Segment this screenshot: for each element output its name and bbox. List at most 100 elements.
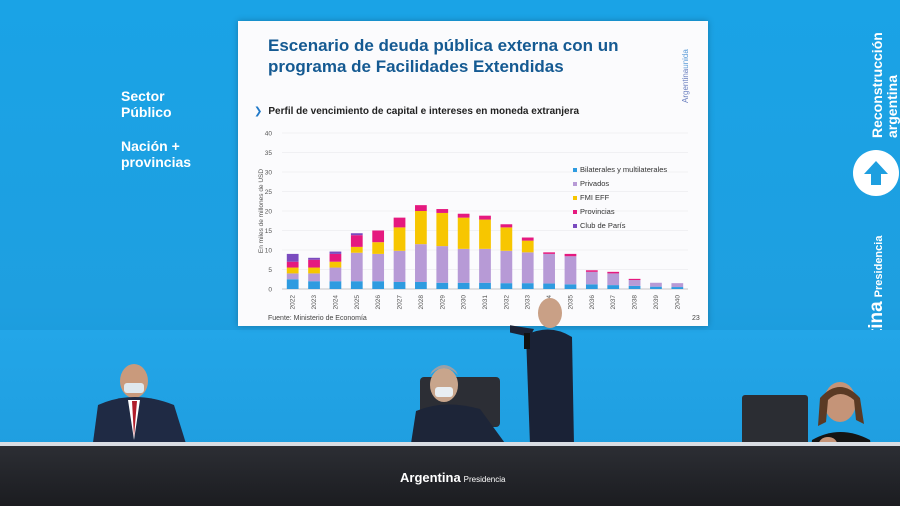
y-tick-label-7: 35 <box>265 150 273 157</box>
bar-2029-3 <box>436 209 449 213</box>
bar-2031-1 <box>479 248 491 283</box>
slide-page-number: 23 <box>692 315 700 322</box>
bar-2033-0 <box>521 283 534 289</box>
legend-swatch-3 <box>573 210 577 214</box>
x-tick-label-2025: 2025 <box>354 295 361 310</box>
x-tick-label-2024: 2024 <box>332 295 339 310</box>
bar-2033-3 <box>521 237 534 241</box>
bar-2022-0 <box>286 279 299 289</box>
bar-2035-0 <box>564 284 577 289</box>
bar-2030-1 <box>457 248 470 283</box>
table-brand-name: Argentina <box>400 470 461 485</box>
bar-2035-1 <box>564 256 577 285</box>
side-label-nacion-line2: provincias <box>121 154 192 170</box>
monitor-stand <box>742 395 808 445</box>
bar-2023-3 <box>308 259 320 268</box>
bar-2037-0 <box>607 285 620 289</box>
bar-2025-1 <box>350 252 363 282</box>
bar-2027-2 <box>393 227 406 251</box>
x-tick-label-2035: 2035 <box>567 295 574 310</box>
x-tick-label-2037: 2037 <box>610 295 617 310</box>
bar-2028-1 <box>415 244 427 282</box>
bar-2029-1 <box>436 246 449 283</box>
bar-2027-3 <box>393 217 406 228</box>
legend-label-3: Provincias <box>580 207 615 216</box>
bar-2036-3 <box>585 270 598 272</box>
conference-table <box>0 446 900 506</box>
x-tick-label-2022: 2022 <box>290 295 297 310</box>
presentation-slide: Escenario de deuda pública externa con u… <box>238 21 708 326</box>
bar-2025-4 <box>350 233 363 236</box>
side-label-nacion-line1: Nación + <box>121 138 180 154</box>
up-arrow-icon <box>853 150 899 196</box>
bar-2022-2 <box>286 267 299 274</box>
person-presenter <box>510 298 574 445</box>
slide-title: Escenario de deuda pública externa con u… <box>268 36 619 76</box>
bar-2022-3 <box>286 261 299 268</box>
legend-swatch-2 <box>573 196 577 200</box>
y-axis-label: En miles de millones de USD <box>258 169 265 253</box>
bar-2023-4 <box>308 257 320 260</box>
bar-2034-0 <box>543 283 555 289</box>
y-tick-label-2: 10 <box>265 248 273 255</box>
x-tick-label-2036: 2036 <box>589 295 596 310</box>
legend-swatch-4 <box>573 224 577 228</box>
side-label-sector-line2: Público <box>121 104 172 120</box>
bar-2024-3 <box>329 253 342 262</box>
bar-2025-2 <box>350 246 363 253</box>
person-center <box>410 365 510 450</box>
bar-2026-2 <box>372 242 385 254</box>
y-tick-label-8: 40 <box>265 131 273 138</box>
bar-2040-0 <box>671 287 684 289</box>
debt-chart: En miles de millones de USD0510152025303… <box>258 131 688 310</box>
x-tick-label-2039: 2039 <box>653 295 660 310</box>
y-tick-label-4: 20 <box>265 209 273 216</box>
bar-2022-4 <box>286 253 299 262</box>
bar-2031-0 <box>479 282 491 289</box>
bar-2024-0 <box>329 281 342 289</box>
bar-2038-0 <box>628 285 641 289</box>
bar-2033-2 <box>521 240 534 253</box>
chevron-right-icon: ❯ <box>254 106 263 117</box>
bar-2023-0 <box>308 281 320 289</box>
bar-2024-1 <box>329 267 342 282</box>
bar-2025-3 <box>350 235 363 247</box>
bar-2030-2 <box>457 217 470 249</box>
bar-2026-3 <box>372 230 385 243</box>
bar-2024-4 <box>329 251 342 254</box>
bar-2037-3 <box>607 271 620 274</box>
side-label-sector: Sector Público <box>121 88 172 120</box>
table-top <box>0 442 900 448</box>
x-tick-label-2027: 2027 <box>397 295 404 310</box>
bar-2028-3 <box>415 205 427 211</box>
table-brand-sub: Presidencia <box>463 475 506 484</box>
bar-2030-3 <box>457 213 470 218</box>
bar-2023-2 <box>308 267 320 274</box>
bar-2027-0 <box>393 281 406 289</box>
bar-2034-3 <box>543 252 555 254</box>
bar-2040-1 <box>671 283 684 288</box>
bar-2027-1 <box>393 250 406 282</box>
person-left <box>92 364 188 450</box>
bar-2038-3 <box>628 278 641 281</box>
x-tick-label-2029: 2029 <box>439 295 446 310</box>
y-tick-label-5: 25 <box>265 189 273 196</box>
x-tick-label-2026: 2026 <box>375 295 382 310</box>
side-label-sector-line1: Sector <box>121 88 165 104</box>
x-tick-label-2033: 2033 <box>525 295 532 310</box>
y-tick-label-0: 0 <box>268 287 272 294</box>
bar-2038-1 <box>628 280 641 286</box>
x-tick-label-2030: 2030 <box>461 295 468 310</box>
bar-2032-0 <box>500 283 513 289</box>
x-tick-label-2023: 2023 <box>311 295 318 310</box>
reconstruccion-label: Reconstrucción argentina <box>869 32 900 138</box>
bar-2031-3 <box>479 215 491 220</box>
bar-2032-3 <box>500 224 513 228</box>
side-label-nacion: Nación + provincias <box>121 138 191 170</box>
presidencia-word: Presidencia <box>873 235 885 298</box>
bar-2035-3 <box>564 253 577 257</box>
bar-2023-1 <box>308 273 320 282</box>
x-tick-label-2040: 2040 <box>674 295 681 310</box>
bar-2028-2 <box>415 211 427 245</box>
bar-2036-1 <box>585 271 598 285</box>
